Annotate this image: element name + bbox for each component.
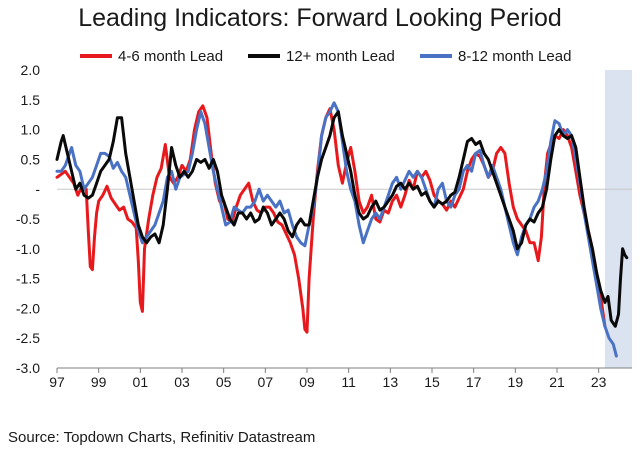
y-tick-label: 0.5	[21, 151, 41, 167]
x-tick-label: 19	[508, 374, 524, 390]
y-tick-label: -1.0	[16, 241, 40, 257]
x-tick-label: 01	[133, 374, 149, 390]
line-chart: 2.0 1.5 1.0 0.5 - -0.5 -1.0 -1.5 -2.0 -2.5 -3.0 97 9…	[16, 62, 632, 390]
x-tick-label: 09	[299, 374, 315, 390]
x-tick-label: 03	[174, 374, 190, 390]
legend-swatch-4-6-month	[80, 54, 112, 58]
legend-item-12-plus-month: 12+ month Lead	[248, 44, 395, 68]
legend-swatch-8-12-month	[420, 54, 452, 58]
y-tick-label: -3.0	[16, 360, 40, 376]
x-tick-label: 99	[91, 374, 107, 390]
legend: 4-6 month Lead 12+ month Lead 8-12 month…	[0, 44, 640, 68]
y-tick-label: -2.5	[16, 330, 40, 346]
x-tick-label: 23	[591, 374, 607, 390]
y-tick-label: 1.0	[21, 122, 41, 138]
shaded-region	[604, 70, 632, 368]
y-tick-label: -2.0	[16, 300, 40, 316]
x-tick-label: 21	[549, 374, 565, 390]
series-line-12-plus-month	[55, 110, 629, 328]
legend-item-8-12-month: 8-12 month Lead	[420, 44, 571, 68]
y-tick-label: -0.5	[16, 211, 40, 227]
y-tick-label: 1.5	[21, 92, 41, 108]
chart-title: Leading Indicators: Forward Looking Peri…	[78, 4, 562, 32]
y-tick-label: 2.0	[21, 62, 41, 78]
x-tick-label: 13	[383, 374, 399, 390]
x-tick-label: 15	[424, 374, 440, 390]
legend-label-4-6-month: 4-6 month Lead	[118, 47, 224, 65]
x-tick-label: 05	[216, 374, 232, 390]
x-tick-label: 97	[49, 374, 65, 390]
legend-item-4-6-month: 4-6 month Lead	[80, 44, 223, 68]
legend-swatch-12-plus-month	[248, 54, 280, 58]
x-tick-label: 11	[341, 374, 356, 390]
x-tick-label: 07	[258, 374, 274, 390]
source-note: Source: Topdown Charts, Refinitiv Datast…	[8, 429, 316, 446]
legend-label-8-12-month: 8-12 month Lead	[458, 47, 572, 65]
legend-label-12-plus-month: 12+ month Lead	[286, 47, 395, 65]
y-tick-label: -1.5	[16, 271, 40, 287]
series-line-4-6-month	[55, 104, 607, 334]
y-tick-label: -	[35, 181, 40, 197]
x-tick-label: 17	[466, 374, 482, 390]
